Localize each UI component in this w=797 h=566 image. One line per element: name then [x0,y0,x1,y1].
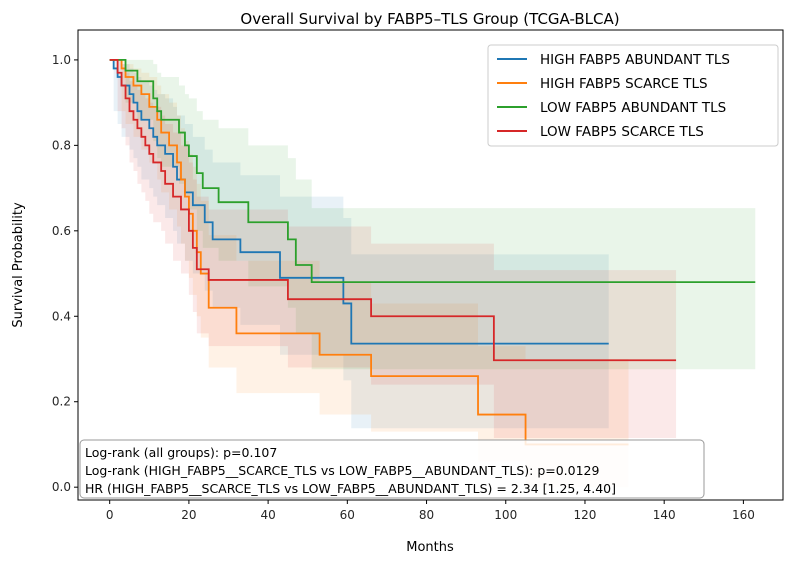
annotation-logrank-all: Log-rank (all groups): p=0.107 [85,445,277,460]
y-tick-label: 0.4 [52,309,71,323]
annotation-logrank-pair: Log-rank (HIGH_FABP5__SCARCE_TLS vs LOW_… [85,463,600,478]
ci-band-2 [109,59,756,370]
x-axis: 0 20 40 60 80 100 120 140 160 [106,500,755,522]
x-tick-label: 0 [106,508,114,522]
survival-curves [109,59,756,446]
legend-label: LOW FABP5 SCARCE TLS [540,124,704,140]
y-tick-label: 0.6 [52,224,71,238]
chart-title: Overall Survival by FABP5–TLS Group (TCG… [240,10,619,28]
annotation-hazard-ratio: HR (HIGH_FABP5__SCARCE_TLS vs LOW_FABP5_… [85,481,616,496]
x-tick-label: 100 [494,508,517,522]
y-tick-label: 0.8 [52,138,71,152]
survival-curve-0 [109,59,609,345]
x-tick-label: 120 [574,508,597,522]
survival-curve-3 [109,59,677,362]
x-tick-label: 140 [653,508,676,522]
survival-curve-2 [109,59,756,283]
y-axis-label: Survival Probability [11,202,26,328]
ci-band-1 [109,59,629,488]
x-axis-label: Months [406,540,454,555]
y-tick-label: 0.0 [52,480,71,494]
x-tick-label: 40 [260,508,275,522]
y-tick-label: 0.2 [52,395,71,409]
legend-label: HIGH FABP5 ABUNDANT TLS [540,52,730,68]
plot-frame [77,29,784,501]
x-tick-label: 60 [340,508,355,522]
y-tick-label: 1.0 [52,53,71,67]
legend-label: HIGH FABP5 SCARCE TLS [540,76,708,92]
stats-annotation-box: Log-rank (all groups): p=0.107 Log-rank … [79,439,705,499]
legend: HIGH FABP5 ABUNDANT TLS HIGH FABP5 SCARCE… [487,44,779,147]
legend-label: LOW FABP5 ABUNDANT TLS [540,100,726,116]
x-tick-label: 20 [181,508,196,522]
x-tick-label: 160 [732,508,755,522]
ci-band-0 [109,59,609,429]
survival-curve-1 [109,59,629,446]
x-tick-label: 80 [419,508,434,522]
y-axis: 0.0 0.2 0.4 0.6 0.8 1.0 [52,53,78,494]
